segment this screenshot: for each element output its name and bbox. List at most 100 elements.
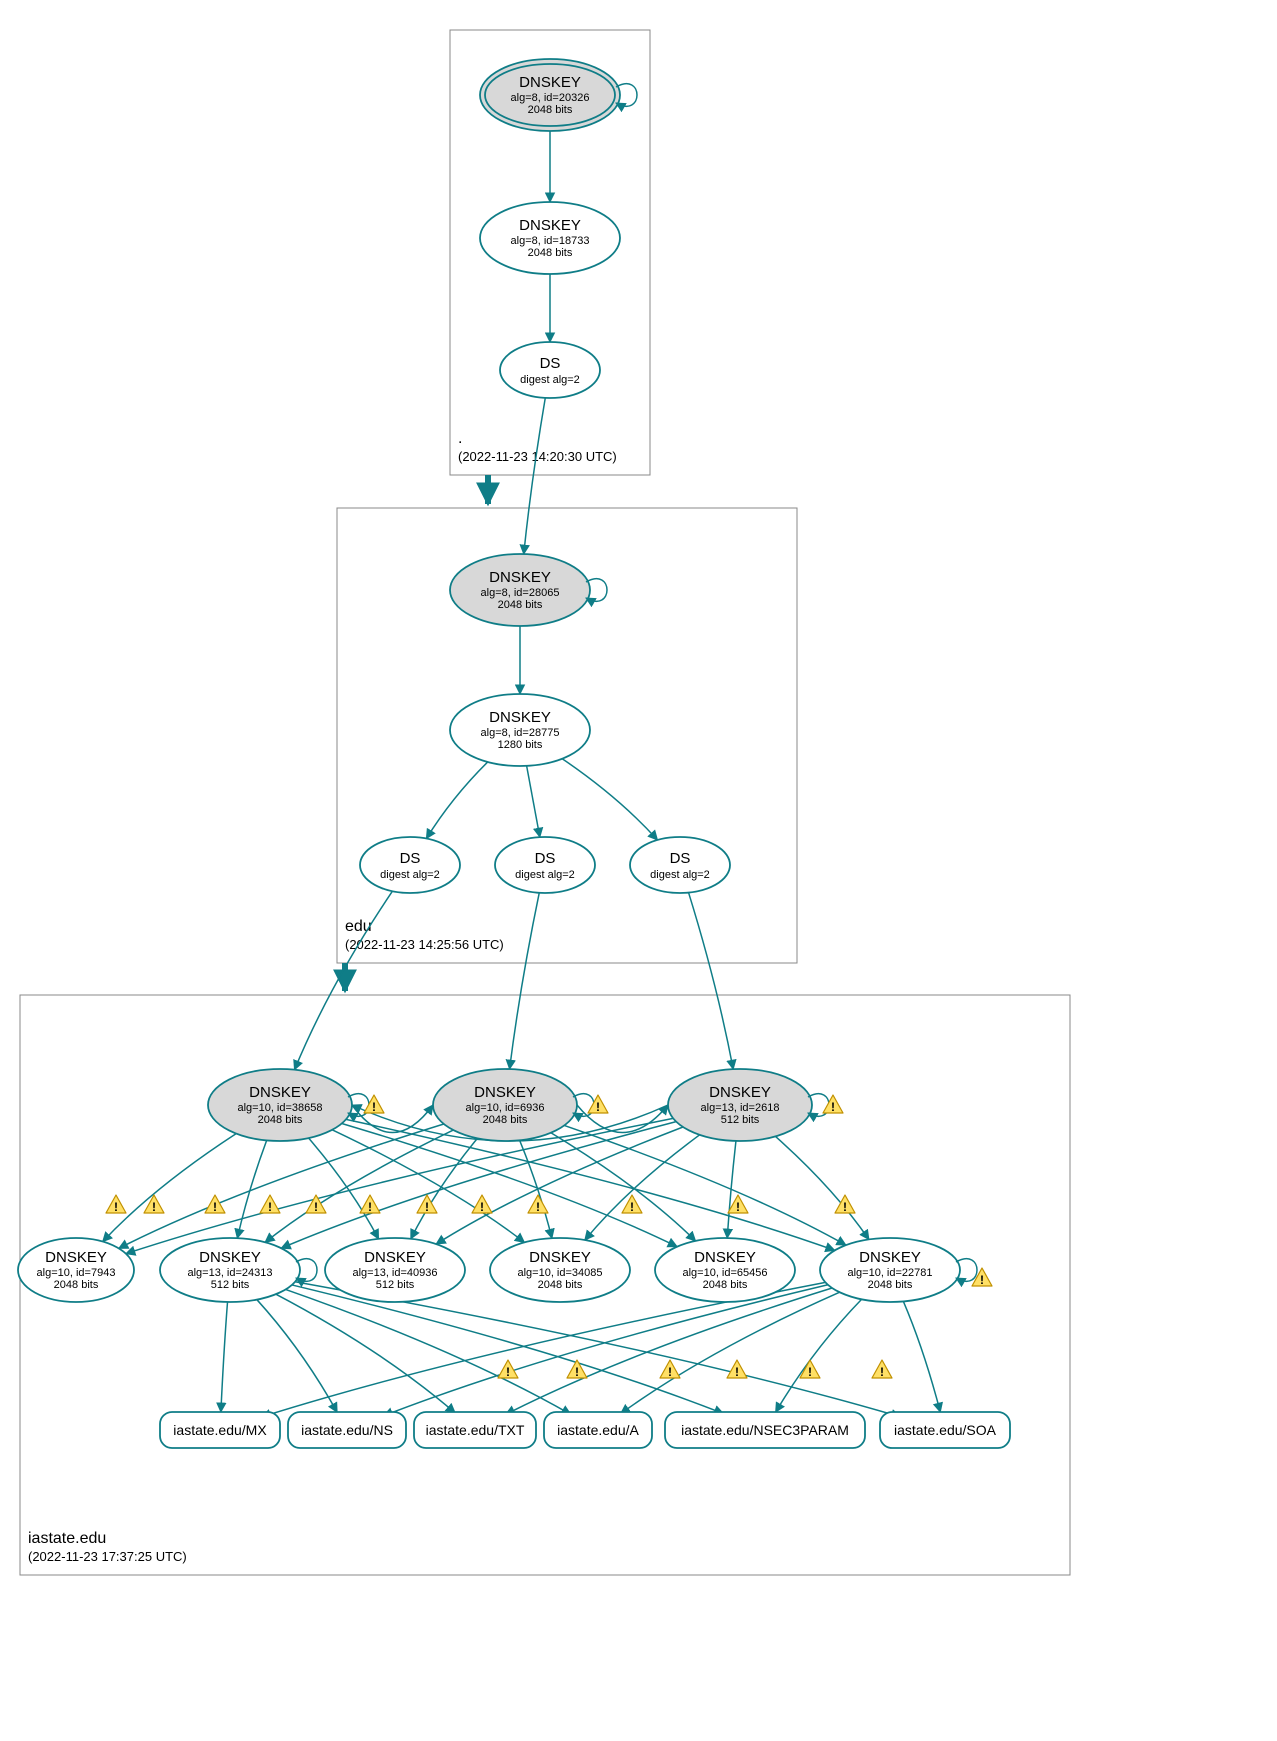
- edge: [562, 759, 657, 840]
- svg-text:!: !: [536, 1200, 540, 1214]
- svg-text:alg=10, id=22781: alg=10, id=22781: [847, 1267, 932, 1279]
- svg-text:!: !: [735, 1365, 739, 1379]
- svg-text:alg=10, id=7943: alg=10, id=7943: [37, 1267, 116, 1279]
- warning-icon: !: [835, 1195, 855, 1214]
- svg-text:iastate.edu: iastate.edu: [28, 1530, 106, 1547]
- edge: [564, 1125, 846, 1245]
- svg-text:DNSKEY: DNSKEY: [364, 1249, 426, 1266]
- edge: [265, 1130, 453, 1242]
- svg-text:alg=13, id=2618: alg=13, id=2618: [701, 1102, 780, 1114]
- node-ik3: DNSKEYalg=13, id=2618512 bits: [668, 1069, 829, 1141]
- node-root-ds: DSdigest alg=2: [500, 342, 600, 398]
- svg-text:!: !: [843, 1200, 847, 1214]
- edge: [383, 1285, 827, 1416]
- svg-text:!: !: [506, 1365, 510, 1379]
- warning-icon: !: [823, 1095, 843, 1114]
- svg-text:iastate.edu/MX: iastate.edu/MX: [173, 1422, 267, 1438]
- warning-icon: !: [872, 1360, 892, 1379]
- node-iz3: DNSKEYalg=13, id=40936512 bits: [325, 1238, 465, 1302]
- svg-text:DNSKEY: DNSKEY: [45, 1249, 107, 1266]
- svg-text:2048 bits: 2048 bits: [703, 1279, 748, 1291]
- warning-icon: !: [144, 1195, 164, 1214]
- node-edu-ds2: DS digest alg=2: [495, 837, 595, 893]
- svg-text:2048 bits: 2048 bits: [538, 1279, 583, 1291]
- svg-text:DS: DS: [535, 850, 556, 867]
- warning-icon: !: [727, 1360, 747, 1379]
- svg-text:!: !: [368, 1200, 372, 1214]
- warning-icon: !: [588, 1095, 608, 1114]
- warning-icon: !: [472, 1195, 492, 1214]
- node-edu-ds1: DSdigest alg=2: [360, 837, 460, 893]
- edge: [510, 893, 540, 1069]
- svg-text:!: !: [575, 1365, 579, 1379]
- svg-text:DS: DS: [400, 850, 421, 867]
- svg-text:!: !: [880, 1365, 884, 1379]
- svg-text:iastate.edu/A: iastate.edu/A: [557, 1422, 639, 1438]
- svg-text:alg=8, id=18733: alg=8, id=18733: [511, 235, 590, 247]
- svg-text:.: .: [458, 430, 462, 447]
- svg-text:digest alg=2: digest alg=2: [650, 869, 710, 881]
- svg-text:2048 bits: 2048 bits: [528, 247, 573, 259]
- svg-text:2048 bits: 2048 bits: [498, 599, 543, 611]
- rrset-rr-soa: iastate.edu/SOA: [880, 1412, 1010, 1448]
- edge: [551, 1133, 696, 1241]
- warning-icon: !: [528, 1195, 548, 1214]
- svg-text:!: !: [630, 1200, 634, 1214]
- edge: [276, 1294, 455, 1413]
- svg-text:!: !: [808, 1365, 812, 1379]
- node-edu-ksk: DNSKEYalg=8, id=280652048 bits: [450, 554, 607, 626]
- svg-text:iastate.edu/NSEC3PARAM: iastate.edu/NSEC3PARAM: [681, 1422, 849, 1438]
- rrset-rr-mx: iastate.edu/MX: [160, 1412, 280, 1448]
- svg-text:alg=13, id=40936: alg=13, id=40936: [352, 1267, 437, 1279]
- svg-text:DNSKEY: DNSKEY: [859, 1249, 921, 1266]
- rrset-rr-a: iastate.edu/A: [544, 1412, 652, 1448]
- svg-text:!: !: [980, 1273, 984, 1287]
- edge: [524, 398, 546, 554]
- node-ik2: DNSKEYalg=10, id=69362048 bits: [433, 1069, 594, 1141]
- warning-icon: !: [260, 1195, 280, 1214]
- svg-text:!: !: [831, 1100, 835, 1114]
- node-root-ksk: DNSKEYalg=8, id=203262048 bits: [480, 59, 637, 131]
- edge: [292, 1285, 723, 1414]
- svg-text:(2022-11-23 14:25:56 UTC): (2022-11-23 14:25:56 UTC): [345, 937, 504, 952]
- svg-text:!: !: [736, 1200, 740, 1214]
- edge: [342, 1123, 677, 1246]
- svg-text:!: !: [152, 1200, 156, 1214]
- svg-text:iastate.edu/NS: iastate.edu/NS: [301, 1422, 393, 1438]
- svg-text:DNSKEY: DNSKEY: [489, 569, 551, 586]
- svg-text:DNSKEY: DNSKEY: [519, 217, 581, 234]
- node-root-zsk: DNSKEYalg=8, id=187332048 bits: [480, 202, 620, 274]
- svg-text:DNSKEY: DNSKEY: [694, 1249, 756, 1266]
- svg-text:2048 bits: 2048 bits: [483, 1114, 528, 1126]
- warning-icon: !: [567, 1360, 587, 1379]
- svg-text:!: !: [372, 1100, 376, 1114]
- edge: [257, 1300, 337, 1413]
- node-iz1: DNSKEYalg=10, id=79432048 bits: [18, 1238, 134, 1302]
- svg-text:alg=10, id=65456: alg=10, id=65456: [682, 1267, 767, 1279]
- rrset-rr-txt: iastate.edu/TXT: [414, 1412, 536, 1448]
- svg-text:!: !: [314, 1200, 318, 1214]
- svg-text:alg=10, id=38658: alg=10, id=38658: [237, 1102, 322, 1114]
- svg-text:digest alg=2: digest alg=2: [520, 374, 580, 386]
- svg-text:alg=8, id=20326: alg=8, id=20326: [511, 92, 590, 104]
- svg-text:2048 bits: 2048 bits: [54, 1279, 99, 1291]
- svg-text:(2022-11-23 17:37:25 UTC): (2022-11-23 17:37:25 UTC): [28, 1549, 187, 1564]
- svg-text:DNSKEY: DNSKEY: [709, 1084, 771, 1101]
- edge: [221, 1302, 228, 1412]
- svg-text:512 bits: 512 bits: [211, 1279, 250, 1291]
- node-edu-zsk: DNSKEYalg=8, id=287751280 bits: [450, 694, 590, 766]
- svg-text:!: !: [268, 1200, 272, 1214]
- svg-text:DS: DS: [670, 850, 691, 867]
- svg-text:!: !: [668, 1365, 672, 1379]
- svg-text:alg=10, id=34085: alg=10, id=34085: [517, 1267, 602, 1279]
- svg-text:digest alg=2: digest alg=2: [515, 869, 575, 881]
- edge: [775, 1136, 869, 1239]
- node-ik1: DNSKEYalg=10, id=386582048 bits: [208, 1069, 369, 1141]
- svg-text:DNSKEY: DNSKEY: [474, 1084, 536, 1101]
- svg-text:alg=13, id=24313: alg=13, id=24313: [187, 1267, 272, 1279]
- edge: [727, 1141, 736, 1238]
- svg-text:!: !: [425, 1200, 429, 1214]
- svg-text:!: !: [596, 1100, 600, 1114]
- svg-text:DNSKEY: DNSKEY: [519, 74, 581, 91]
- node-iz5: DNSKEYalg=10, id=654562048 bits: [655, 1238, 795, 1302]
